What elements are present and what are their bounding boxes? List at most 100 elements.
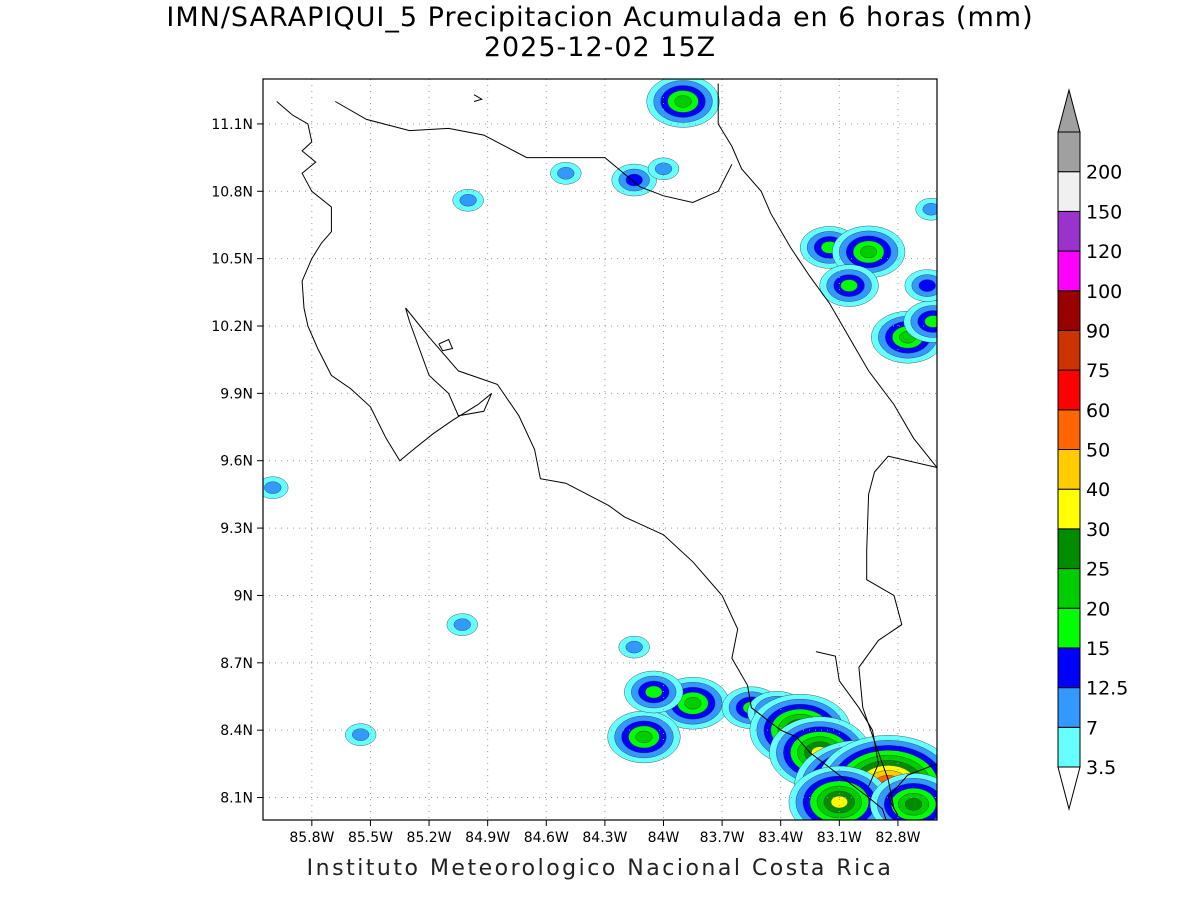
coastline-layer	[276, 83, 937, 820]
legend-label: 90	[1086, 320, 1110, 342]
legend-label: 60	[1086, 400, 1110, 422]
legend-label: 40	[1086, 479, 1110, 501]
x-tick-label: 84W	[648, 830, 680, 846]
legend-swatch	[1057, 568, 1081, 609]
precip-cell	[618, 635, 650, 659]
precip-contour	[684, 697, 702, 710]
precip-layer	[263, 79, 937, 820]
y-tick-label: 9.9N	[220, 386, 253, 402]
precip-contour	[922, 203, 937, 216]
legend-label: 75	[1086, 360, 1110, 382]
x-tick-label: 85.5W	[348, 830, 393, 846]
map-frame	[262, 78, 938, 821]
chart-title: IMN/SARAPIQUI_5 Precipitacion Acumulada …	[166, 2, 1034, 33]
legend-min-arrow	[1057, 766, 1081, 811]
legend-label: 7	[1086, 717, 1098, 739]
precip-cell	[869, 773, 937, 820]
legend-swatch	[1057, 726, 1081, 768]
precip-cell	[263, 476, 289, 499]
x-tick-label: 83.7W	[700, 830, 745, 846]
y-tick-label: 8.4N	[220, 723, 253, 739]
y-tick-label: 10.8N	[211, 184, 253, 200]
grid-lines	[263, 79, 937, 820]
precip-cell	[446, 613, 478, 636]
precip-contour	[635, 730, 653, 744]
boundary-line	[858, 455, 937, 809]
legend-label: 50	[1086, 440, 1110, 462]
legend-label: 3.5	[1086, 757, 1116, 779]
legend-label: 150	[1086, 201, 1122, 223]
legend-swatch	[1057, 250, 1081, 292]
boundary-line	[335, 101, 733, 204]
legend-label: 100	[1086, 281, 1122, 303]
precip-contour	[625, 173, 643, 187]
legend-label: 15	[1086, 638, 1110, 660]
precip-contour	[860, 245, 878, 259]
precip-contour	[453, 618, 471, 631]
precip-contour	[830, 795, 848, 809]
precip-contour	[264, 481, 282, 494]
precip-contour	[459, 194, 477, 207]
y-tick-label: 9.6N	[220, 454, 253, 470]
legend-swatch	[1057, 210, 1081, 252]
y-tick-label: 10.2N	[211, 319, 253, 335]
boundary-line	[887, 763, 937, 816]
precip-contour	[352, 728, 370, 741]
axis-labels: 85.8W 85.5W 85.2W 84.9W 84.6W 84.3W 84W 83.7W 83…	[211, 117, 920, 846]
legend-swatch	[1057, 171, 1081, 212]
y-tick-label: 8.7N	[220, 656, 253, 672]
precip-cell	[647, 157, 680, 181]
chart-subtitle: 2025-12-02 15Z	[483, 32, 717, 63]
precip-contour	[918, 279, 936, 292]
precip-cell	[819, 264, 879, 307]
legend-swatch	[1057, 329, 1081, 371]
boundary-line	[438, 338, 454, 352]
precip-cell	[903, 300, 937, 343]
precip-cell	[452, 189, 484, 212]
legend-max-arrow	[1057, 88, 1081, 133]
precip-cell	[832, 225, 906, 279]
legend-swatch	[1057, 449, 1081, 490]
legend-label: 12.5	[1086, 678, 1128, 700]
precip-contour	[924, 315, 937, 328]
precip-contour	[557, 167, 575, 180]
legend-swatch	[1057, 647, 1081, 689]
precip-contour	[904, 798, 923, 811]
boundary-line	[815, 651, 879, 787]
legend-swatch	[1057, 528, 1081, 570]
x-tick-label: 85.2W	[407, 830, 452, 846]
legend-label: 120	[1086, 241, 1122, 263]
legend-label: 25	[1086, 559, 1110, 581]
x-tick-label: 84.9W	[465, 830, 510, 846]
precip-cell	[345, 723, 377, 746]
precip-contour	[840, 279, 858, 292]
x-tick-label: 83.1W	[817, 830, 862, 846]
precip-cell	[550, 162, 582, 185]
x-tick-label: 85.8W	[289, 830, 334, 846]
precip-contour	[654, 162, 673, 176]
legend-swatch	[1057, 488, 1081, 530]
color-legend: 3.5 7 12.5 15 20 25 30 40 50 60 75 90 100 120 150 200	[1057, 88, 1128, 811]
x-tick-label: 84.6W	[524, 830, 569, 846]
legend-swatch	[1057, 290, 1081, 331]
y-tick-label: 11.1N	[211, 117, 253, 133]
x-tick-label: 83.4W	[758, 830, 803, 846]
precip-contour	[625, 640, 643, 654]
boundary-line	[276, 101, 887, 820]
legend-label: 200	[1086, 162, 1122, 184]
precip-cell	[915, 198, 937, 221]
legend-swatch	[1057, 687, 1081, 728]
boundary-line	[717, 83, 937, 468]
y-tick-label: 9.3N	[220, 521, 253, 537]
x-tick-label: 82.8W	[875, 830, 920, 846]
legend-label: 20	[1086, 598, 1110, 620]
precip-cell	[904, 269, 937, 302]
precip-cell	[624, 670, 684, 714]
y-tick-label: 10.5N	[211, 252, 253, 268]
legend-label: 30	[1086, 519, 1110, 541]
boundary-line	[473, 94, 484, 102]
legend-swatch	[1057, 131, 1081, 173]
precip-contour	[674, 95, 692, 108]
legend-swatch	[1057, 607, 1081, 649]
